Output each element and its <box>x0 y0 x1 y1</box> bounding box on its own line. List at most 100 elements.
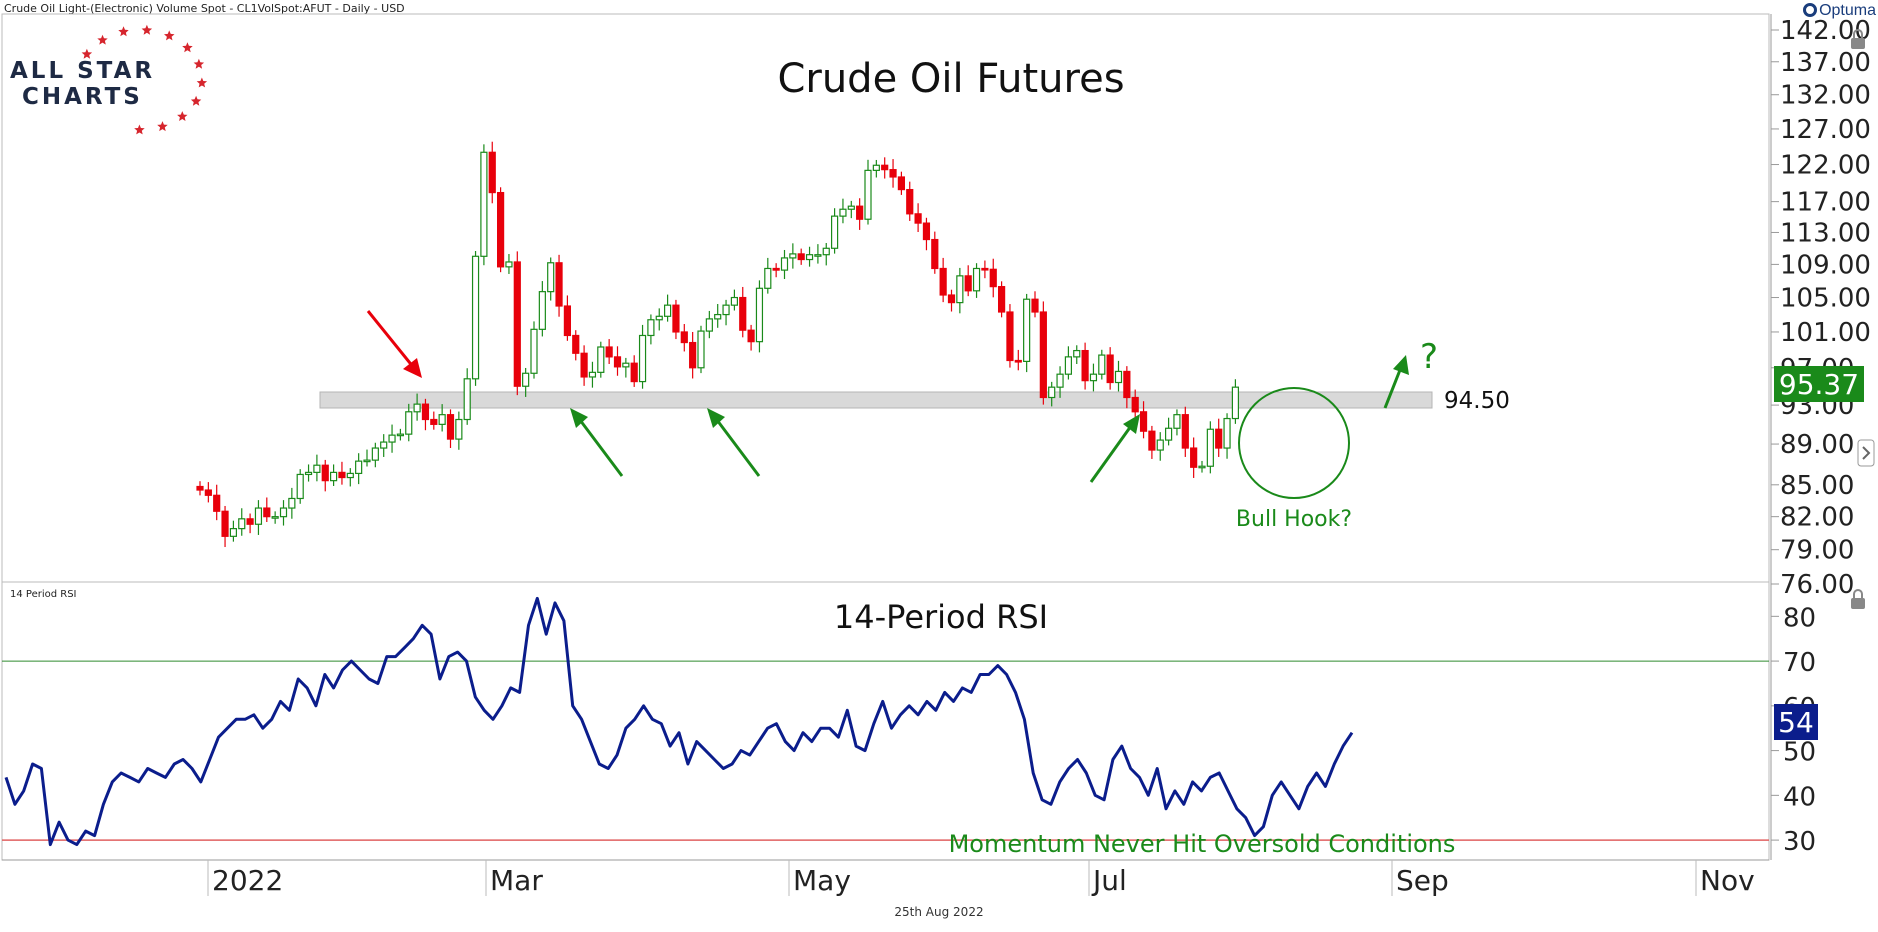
rsi-panel: 14 Period RSI 14-Period RSI Momentum Nev… <box>1 581 1818 861</box>
candle <box>747 324 755 351</box>
bull-hook-label: Bull Hook? <box>1236 507 1352 532</box>
logo-star-icon <box>193 58 205 69</box>
candle <box>530 321 538 379</box>
rsi-last-value: 54 <box>1778 706 1814 739</box>
candle <box>1164 417 1173 446</box>
candle <box>889 159 897 188</box>
price-panel: Crude Oil Futures 94.50 ? Bull Hook? 142… <box>1 13 1871 600</box>
candle <box>847 200 855 219</box>
candle <box>622 357 630 378</box>
green-arrow-up <box>1383 355 1409 409</box>
brand-name: Optuma <box>1819 2 1876 19</box>
candle <box>989 258 997 298</box>
candle <box>981 260 989 279</box>
candle <box>872 159 880 178</box>
candle <box>388 424 396 453</box>
candle <box>906 181 914 221</box>
green-arrow-1 <box>570 408 624 477</box>
price-tick-label: 122.00 <box>1780 151 1871 181</box>
candle <box>839 198 847 224</box>
price-tick-label: 132.00 <box>1780 81 1871 111</box>
candle <box>547 257 555 301</box>
candle <box>1139 401 1148 439</box>
logo-star-icon <box>164 30 175 41</box>
rsi-line <box>4 596 1354 847</box>
candle <box>405 403 413 442</box>
candle <box>471 251 480 386</box>
candle <box>922 217 931 251</box>
candle <box>663 294 672 322</box>
candle <box>588 361 597 388</box>
rsi-lock-icon[interactable] <box>1851 589 1865 609</box>
candle <box>772 263 780 278</box>
chart-header: Crude Oil Light-(Electronic) Volume Spot… <box>4 2 405 15</box>
candle <box>1023 293 1031 373</box>
last-price-value: 95.37 <box>1779 368 1859 401</box>
optuma-logo-icon <box>1803 3 1818 17</box>
rsi-panel-label: 14 Period RSI <box>10 589 77 600</box>
price-tick-label: 117.00 <box>1780 188 1871 218</box>
price-tick-label: 105.00 <box>1780 284 1871 314</box>
candle <box>672 299 680 340</box>
price-tick-label: 85.00 <box>1780 471 1854 501</box>
candle <box>572 330 580 361</box>
candle <box>263 497 271 522</box>
candle <box>296 469 304 504</box>
candle <box>421 398 430 431</box>
candle <box>1014 349 1022 371</box>
candle <box>346 468 354 487</box>
candle <box>1173 409 1181 436</box>
logo-text-line1: ALL STAR <box>10 58 156 84</box>
candle <box>1114 360 1123 392</box>
candle <box>1039 301 1047 405</box>
candle <box>1215 418 1223 457</box>
candle <box>396 428 404 441</box>
logo-star-icon <box>182 42 193 53</box>
scroll-right-icon[interactable] <box>1857 439 1875 467</box>
question-mark-annotation: ? <box>1420 337 1438 377</box>
candle <box>755 280 764 353</box>
candle <box>1048 381 1056 407</box>
candle <box>371 442 379 468</box>
candle <box>638 324 647 389</box>
candle <box>1031 291 1039 318</box>
candle <box>430 411 438 430</box>
candle <box>1181 406 1189 457</box>
candle <box>780 249 789 280</box>
price-tick-label: 113.00 <box>1780 218 1871 248</box>
candle <box>321 459 329 492</box>
candle <box>1131 389 1139 418</box>
candle <box>739 286 747 338</box>
candle <box>705 310 713 339</box>
candle <box>972 263 981 298</box>
logo-star-icon <box>157 121 168 132</box>
candle <box>1156 432 1164 461</box>
candle <box>997 281 1006 318</box>
green-arrow-3 <box>1089 414 1140 483</box>
candle <box>246 513 254 534</box>
candle <box>797 248 805 265</box>
candle <box>714 304 722 328</box>
candle <box>279 500 288 526</box>
candle <box>413 393 421 421</box>
green-arrow-2 <box>707 408 761 477</box>
candle <box>563 295 572 341</box>
candle <box>914 203 922 233</box>
logo-star-icon <box>141 24 153 35</box>
candle <box>830 208 839 254</box>
candle <box>522 367 530 397</box>
candle <box>363 449 371 467</box>
candle <box>513 251 521 396</box>
price-tick-label: 89.00 <box>1780 430 1854 460</box>
x-tick-label: Nov <box>1700 864 1755 897</box>
candle <box>338 461 346 485</box>
candle <box>221 505 229 548</box>
candle <box>1123 366 1131 409</box>
logo-stars <box>81 24 208 135</box>
x-tick-label: Jul <box>1091 864 1127 897</box>
price-lock-icon[interactable] <box>1851 29 1865 49</box>
candle <box>764 257 772 294</box>
candle <box>647 314 655 345</box>
candle <box>689 331 697 379</box>
